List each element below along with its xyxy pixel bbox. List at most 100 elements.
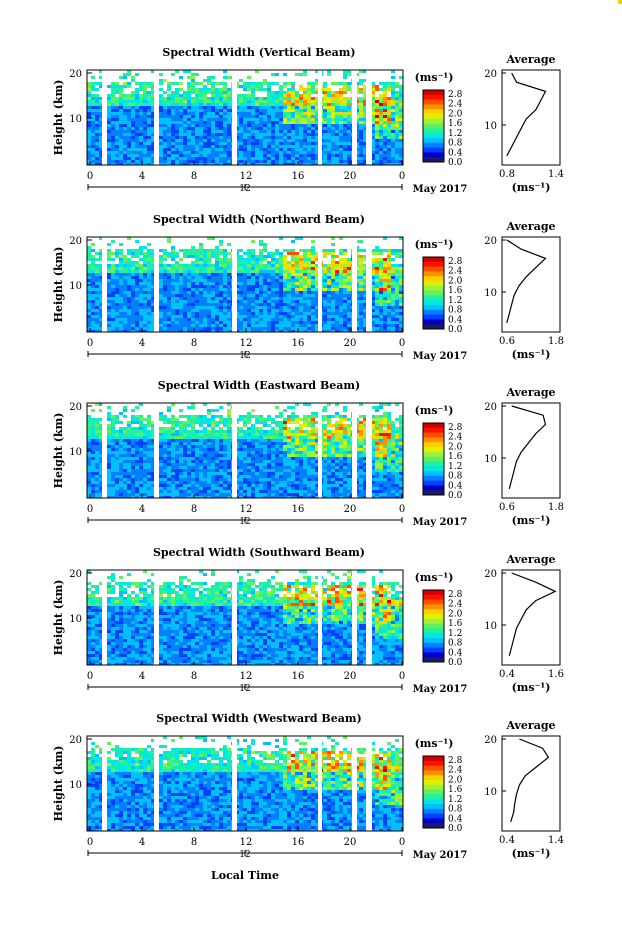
heatmap-cell	[187, 315, 191, 318]
heatmap-cell	[219, 94, 223, 97]
heatmap-cell	[327, 418, 331, 421]
heatmap-cell	[115, 136, 119, 139]
heatmap-cell	[175, 267, 179, 270]
heatmap-cell	[207, 297, 211, 300]
heatmap-cell	[131, 309, 135, 312]
heatmap-cell	[275, 103, 279, 106]
heatmap-cell	[131, 303, 135, 306]
heatmap-cell	[399, 264, 403, 267]
heatmap-cell	[311, 309, 315, 312]
heatmap-cell	[279, 303, 283, 306]
heatmap-cell	[271, 130, 275, 133]
heatmap-cell	[107, 303, 111, 306]
heatmap-cell	[219, 291, 223, 294]
heatmap-cell	[299, 285, 303, 288]
heatmap-cell	[331, 82, 335, 85]
heatmap-cell	[227, 264, 231, 267]
heatmap-cell	[87, 294, 91, 297]
heatmap-cell	[335, 82, 339, 85]
heatmap-cell	[91, 430, 95, 433]
heatmap-cell	[291, 261, 295, 264]
heatmap-cell	[371, 309, 375, 312]
heatmap-cell	[395, 306, 399, 309]
heatmap-cell	[307, 85, 311, 88]
heatmap-cell	[379, 160, 383, 163]
heatmap-cell	[243, 163, 247, 165]
heatmap-cell	[223, 430, 227, 433]
heatmap-cell	[311, 118, 315, 121]
heatmap-cell	[315, 300, 319, 303]
heatmap-cell	[263, 255, 267, 258]
heatmap-cell	[151, 288, 155, 291]
heatmap-cell	[187, 118, 191, 121]
heatmap-cell	[387, 142, 391, 145]
heatmap-cell	[291, 264, 295, 267]
heatmap-cell	[379, 130, 383, 133]
heatmap-cell	[131, 115, 135, 118]
heatmap-cell	[163, 112, 167, 115]
heatmap-cell	[187, 255, 191, 258]
heatmap-cell	[123, 291, 127, 294]
heatmap-cell	[179, 327, 183, 330]
heatmap-cell	[179, 139, 183, 142]
heatmap-cell	[311, 427, 315, 430]
heatmap-cell	[227, 154, 231, 157]
heatmap-cell	[383, 306, 387, 309]
heatmap-cell	[383, 285, 387, 288]
heatmap-cell	[123, 306, 127, 309]
heatmap-cell	[263, 103, 267, 106]
heatmap-cell	[339, 327, 343, 330]
heatmap-cell	[339, 118, 343, 121]
heatmap-cell	[391, 264, 395, 267]
heatmap-cell	[263, 142, 267, 145]
heatmap-cell	[139, 309, 143, 312]
heatmap-cell	[327, 424, 331, 427]
heatmap-cell	[255, 273, 259, 276]
heatmap-cell	[143, 252, 147, 255]
heatmap-cell	[123, 324, 127, 327]
heatmap-cell	[191, 279, 195, 282]
heatmap-cell	[371, 151, 375, 154]
heatmap-cell	[143, 151, 147, 154]
heatmap-cell	[331, 294, 335, 297]
heatmap-cell	[219, 258, 223, 261]
heatmap-cell	[311, 157, 315, 160]
heatmap-cell	[111, 88, 115, 91]
heatmap-cell	[123, 160, 127, 163]
heatmap-cell	[143, 418, 147, 421]
heatmap-cell	[175, 118, 179, 121]
heatmap-cell	[391, 285, 395, 288]
heatmap-cell	[87, 151, 91, 154]
heatmap-cell	[163, 160, 167, 163]
heatmap-cell	[287, 303, 291, 306]
heatmap-cell	[347, 157, 351, 160]
heatmap-cell	[271, 267, 275, 270]
heatmap-cell	[207, 82, 211, 85]
heatmap-cell	[363, 94, 367, 97]
heatmap-cell	[191, 115, 195, 118]
heatmap-cell	[327, 154, 331, 157]
heatmap-cell	[387, 276, 391, 279]
heatmap-cell	[263, 82, 267, 85]
heatmap-cell	[239, 258, 243, 261]
heatmap-cell	[223, 249, 227, 252]
heatmap-cell	[223, 145, 227, 148]
heatmap-cell	[295, 261, 299, 264]
heatmap-cell	[315, 315, 319, 318]
heatmap-cell	[219, 421, 223, 424]
heatmap-cell	[371, 315, 375, 318]
heatmap-cell	[303, 418, 307, 421]
heatmap-cell	[227, 270, 231, 273]
heatmap-cell	[91, 130, 95, 133]
heatmap-cell	[143, 321, 147, 324]
heatmap-cell	[295, 294, 299, 297]
heatmap-cell	[255, 124, 259, 127]
heatmap-cell	[383, 403, 387, 406]
heatmap-cell	[111, 415, 115, 418]
heatmap-cell	[383, 148, 387, 151]
heatmap-cell	[371, 160, 375, 163]
heatmap-cell	[151, 142, 155, 145]
heatmap-cell	[399, 300, 403, 303]
heatmap-cell	[347, 148, 351, 151]
heatmap-cell	[107, 315, 111, 318]
